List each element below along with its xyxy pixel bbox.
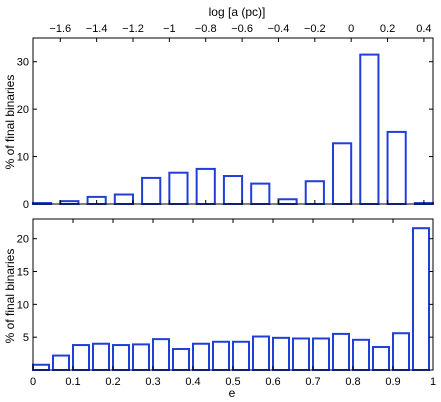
bottom-panel-bar-19	[412, 227, 430, 371]
top-panel-xtick-label-2: −1.2	[122, 23, 144, 35]
top-panel-xtick-label-0: −1.6	[49, 23, 71, 35]
bottom-panel-ytick-label-2: 15	[17, 267, 29, 279]
top-panel-xtick-label-8: 0	[348, 23, 354, 35]
bottom-panel-bar-5	[132, 343, 150, 371]
top-panel-ytick-label-1: 10	[17, 152, 29, 164]
bottom-panel-bar-0	[32, 363, 50, 371]
top-panel-xtick-label-6: −0.4	[268, 23, 290, 35]
top-panel-bars	[32, 53, 435, 206]
bottom-panel-xtick-label-6: 0.6	[265, 376, 280, 388]
top-panel-ytick-label-0: 0	[23, 199, 29, 211]
bottom-panel-ylabel: % of final binaries	[3, 249, 17, 344]
top-panel-ytick-label-3: 30	[17, 57, 29, 69]
bottom-panel-xtick-label-9: 0.9	[385, 376, 400, 388]
bottom-panel-xtick-label-1: 0.1	[65, 376, 80, 388]
top-panel-bar-9	[277, 198, 298, 205]
bottom-panel-bar-18	[392, 332, 410, 372]
top-panel-ylabel: % of final binaries	[3, 75, 17, 170]
top-panel-xtick-label-10: 0.4	[416, 23, 431, 35]
top-panel-bar-4	[141, 176, 162, 206]
bottom-panel-bar-1	[52, 354, 70, 371]
top-panel: log [a (pc)] % of final binaries −1.6 −1.…	[3, 5, 435, 211]
bottom-panel-xtick-label-7: 0.7	[305, 376, 320, 388]
top-panel-bar-5	[168, 171, 189, 205]
top-panel-bar-3	[113, 193, 134, 205]
bottom-panel-xtick-label-2: 0.2	[105, 376, 120, 388]
bottom-panel-bar-3	[92, 342, 110, 371]
top-panel-bar-13	[386, 130, 407, 205]
bottom-panel-xtick-label-0: 0	[30, 376, 36, 388]
bottom-panel-xtick-label-4: 0.4	[185, 376, 200, 388]
bottom-panel-bar-17	[372, 346, 390, 371]
top-panel-xtick-label-4: −0.8	[195, 23, 217, 35]
top-panel-ytick-label-2: 20	[17, 104, 29, 116]
top-panel-bar-8	[250, 182, 271, 205]
top-panel-ticks	[33, 38, 433, 205]
bottom-panel-bar-9	[212, 340, 230, 371]
bottom-panel-bar-7	[172, 347, 190, 371]
top-panel-bar-11	[332, 142, 353, 205]
bottom-panel-bar-6	[152, 338, 170, 372]
top-panel-xtick-label-7: −0.2	[304, 23, 326, 35]
bottom-panel-ytick-label-1: 10	[17, 299, 29, 311]
bottom-panel-bar-8	[192, 342, 210, 371]
bottom-panel: e % of final binaries 0 0.1 0.2 0.3 0.4 0.5 0.…	[3, 218, 436, 400]
top-panel-tick-labels: −1.6 −1.4 −1.2 −1 −0.8 −0.6 −0.4 −0.2 0 0.2 0.4 0 10…	[17, 23, 432, 211]
bottom-panel-bars	[32, 227, 430, 372]
top-panel-frame	[32, 37, 434, 205]
bottom-panel-bar-13	[292, 337, 310, 371]
top-panel-bar-12	[359, 53, 380, 205]
bottom-panel-xtick-label-3: 0.3	[145, 376, 160, 388]
top-panel-xtick-label-9: 0.2	[380, 23, 395, 35]
bottom-panel-xtick-label-5: 0.5	[225, 376, 240, 388]
bottom-panel-bar-14	[312, 337, 330, 371]
bottom-panel-bar-12	[272, 336, 290, 371]
top-panel-bar-6	[195, 167, 216, 205]
bottom-panel-frame	[32, 218, 434, 371]
bottom-panel-ytick-label-0: 5	[23, 332, 29, 344]
bottom-panel-bar-15	[332, 332, 350, 372]
top-panel-xtick-label-3: −1	[163, 23, 176, 35]
bottom-panel-bar-10	[232, 340, 250, 371]
top-panel-xtick-label-5: −0.6	[231, 23, 253, 35]
top-panel-bar-7	[222, 175, 244, 206]
bottom-panel-xtick-label-8: 0.8	[345, 376, 360, 388]
top-panel-xtick-label-1: −1.4	[86, 23, 108, 35]
bottom-panel-bar-2	[72, 344, 90, 371]
bottom-panel-xtick-label-10: 1	[430, 376, 436, 388]
bottom-panel-bar-4	[112, 344, 130, 371]
bottom-panel-bar-11	[252, 335, 270, 371]
bottom-panel-xlabel: e	[229, 386, 236, 400]
top-panel-xlabel: log [a (pc)]	[209, 5, 266, 19]
bottom-panel-ytick-label-3: 20	[17, 234, 29, 246]
bottom-panel-bar-16	[352, 338, 370, 371]
